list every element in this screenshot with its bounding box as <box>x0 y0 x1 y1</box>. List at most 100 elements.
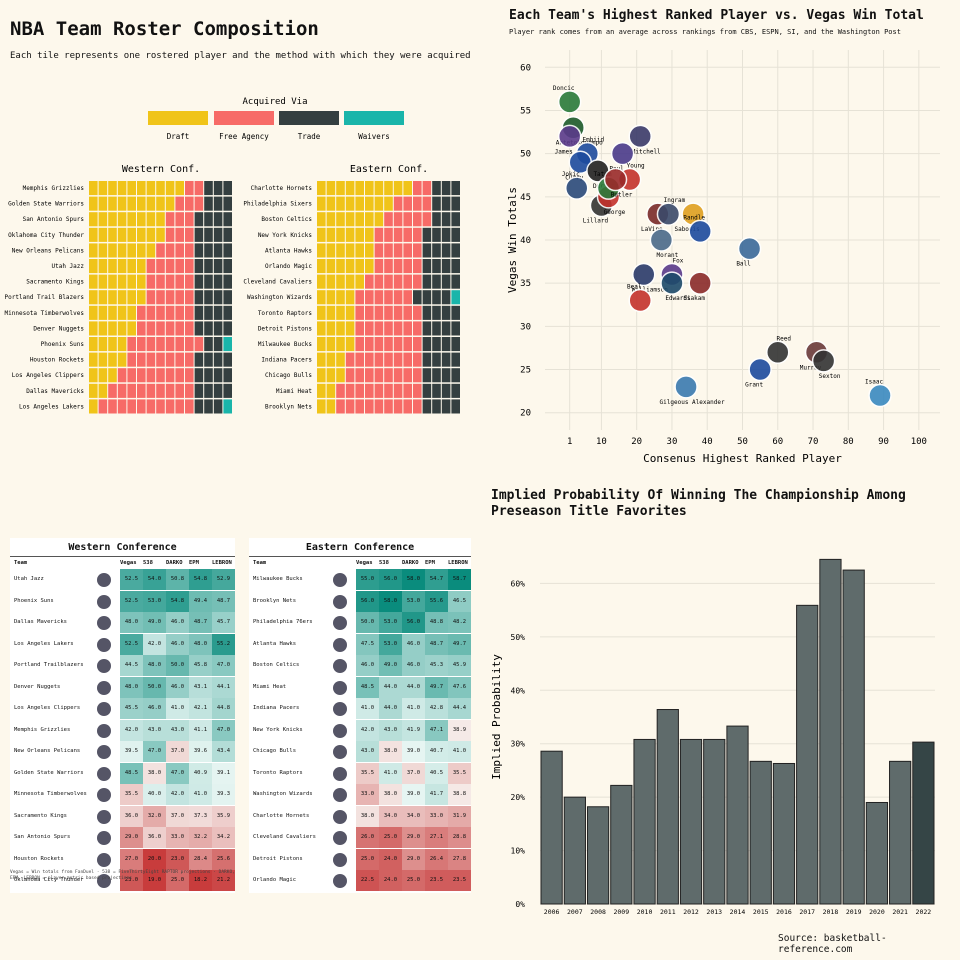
team-logo-icon <box>333 852 347 867</box>
table-team-name: Denver Nuggets <box>14 683 61 690</box>
table-value-cell: 32.0 <box>143 805 166 827</box>
team-logo-icon <box>97 723 111 738</box>
table-value-cell: 46.0 <box>356 655 379 676</box>
table-team-name: Cleveland Cavaliers <box>253 834 316 840</box>
tile <box>108 290 117 305</box>
team-logo-icon <box>97 702 111 716</box>
tile <box>127 352 136 367</box>
tile <box>374 305 384 320</box>
tile <box>432 337 441 352</box>
tile <box>422 290 432 305</box>
tile <box>317 352 326 367</box>
tile <box>146 321 156 336</box>
x-tick-label: 2008 <box>590 908 606 916</box>
table-team-name: New Orleans Pelicans <box>14 748 81 754</box>
table-team-name: Indiana Pacers <box>253 705 300 711</box>
tile <box>432 212 441 227</box>
scatter-title: Each Team's Highest Ranked Player vs. Ve… <box>509 8 924 23</box>
tile <box>175 196 184 211</box>
tile <box>223 212 232 227</box>
legend-label-1: Free Agency <box>219 132 269 141</box>
team-label: Detroit Pistons <box>258 325 313 332</box>
tile <box>393 243 403 258</box>
table-value-cell: 52.9 <box>212 569 235 590</box>
tile <box>413 243 422 258</box>
tile <box>165 227 175 242</box>
team-label: Oklahoma City Thunder <box>8 232 84 239</box>
y-tick-label: 30 <box>520 322 531 332</box>
tile <box>345 243 355 258</box>
tile <box>108 383 117 398</box>
table-value-cell: 47.5 <box>356 633 379 655</box>
tile <box>413 227 422 242</box>
table-value-cell: 42.1 <box>189 698 212 719</box>
tile <box>413 368 422 383</box>
tile <box>108 196 117 211</box>
table-value-cell: 25.6 <box>212 848 235 870</box>
team-logo-icon <box>333 745 347 759</box>
team-logo-icon <box>97 809 111 824</box>
team-logo-icon <box>333 874 347 888</box>
table-value-cell: 26.4 <box>425 848 448 870</box>
table-value-cell: 46.0 <box>143 698 166 719</box>
table-team-name: Golden State Warriors <box>14 769 84 776</box>
team-logo-icon <box>333 766 347 781</box>
bar <box>633 738 656 905</box>
tile <box>204 243 213 258</box>
tile <box>89 305 98 320</box>
table-value-cell: 40.7 <box>425 741 448 762</box>
tile <box>384 181 393 196</box>
tile <box>137 259 146 274</box>
tile <box>127 212 136 227</box>
table-team-name: Milwaukee Bucks <box>253 576 303 582</box>
tile <box>422 212 432 227</box>
table-value-cell: 38.0 <box>356 805 379 827</box>
tile <box>403 212 412 227</box>
legend-label-3: Waivers <box>358 132 390 141</box>
tile <box>432 399 441 414</box>
team-label: Washington Wizards <box>247 294 312 301</box>
tile <box>156 321 165 336</box>
table-value-cell: 20.0 <box>143 848 166 870</box>
table-value-cell: 24.0 <box>379 870 402 891</box>
table-value-cell: 52.5 <box>120 569 143 590</box>
tile <box>117 243 127 258</box>
tile <box>365 399 374 414</box>
bar <box>656 709 679 905</box>
tile <box>441 259 451 274</box>
table-team-name: Charlotte Hornets <box>253 812 310 819</box>
tile <box>393 337 403 352</box>
tile <box>175 290 184 305</box>
tile <box>127 243 136 258</box>
tile <box>441 212 451 227</box>
tile <box>374 290 384 305</box>
tile <box>89 399 98 414</box>
tile <box>345 274 355 289</box>
x-tick-label: 2015 <box>753 908 769 916</box>
tile <box>422 337 432 352</box>
tile <box>413 321 422 336</box>
tile <box>117 196 127 211</box>
table-value-cell: 41.0 <box>166 698 189 719</box>
legend-label-0: Draft <box>167 132 190 141</box>
table-value-cell: 21.2 <box>212 870 235 891</box>
table-value-cell: 23.0 <box>166 848 189 870</box>
tile <box>108 305 117 320</box>
tile <box>213 337 223 352</box>
team-logo-point <box>603 167 628 192</box>
tile <box>422 243 432 258</box>
table-value-cell: 38.9 <box>448 719 471 741</box>
team-logo-point <box>811 349 836 373</box>
y-tick-label: 55 <box>520 106 531 116</box>
tile <box>213 305 223 320</box>
tile <box>213 212 223 227</box>
tile <box>384 368 393 383</box>
table-value-cell: 39.0 <box>402 741 425 762</box>
tile <box>326 305 336 320</box>
team-logo-point <box>766 340 790 365</box>
player-label: Ingram <box>664 197 686 204</box>
tile <box>204 383 213 398</box>
tile <box>345 259 355 274</box>
bar <box>749 760 772 905</box>
tile <box>213 181 223 196</box>
